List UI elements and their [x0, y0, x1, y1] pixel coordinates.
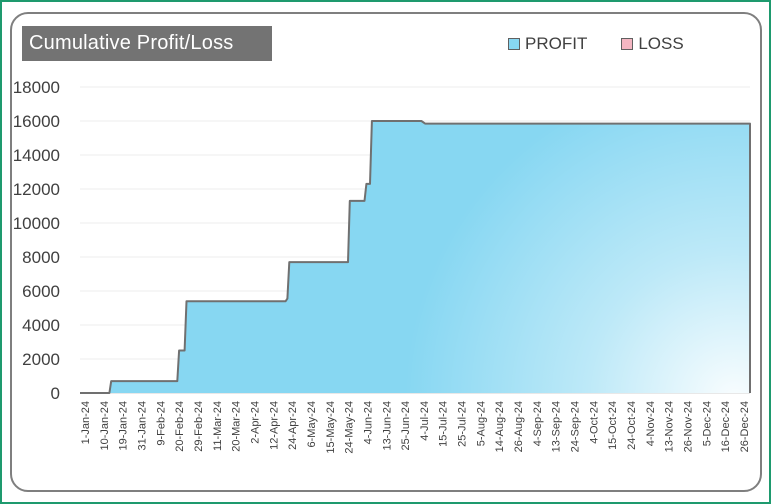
profit-area-gradient — [80, 121, 750, 393]
x-tick-label: 13-Jun-24 — [381, 401, 393, 451]
x-tick-label: 29-Feb-24 — [193, 401, 205, 452]
x-tick-label: 12-Apr-24 — [268, 401, 280, 450]
x-axis-ticks: 1-Jan-24 10-Jan-24 19-Jan-24 31-Jan-24 9-Feb… — [80, 392, 751, 454]
y-tick-label: 14000 — [13, 146, 60, 165]
x-tick-label: 24-May-24 — [344, 401, 356, 454]
x-tick-label: 26-Aug-24 — [513, 401, 525, 452]
x-tick-label: 10-Jan-24 — [99, 401, 111, 451]
x-tick-label: 2-Apr-24 — [249, 401, 261, 444]
x-tick-label: 15-May-24 — [325, 401, 337, 454]
x-tick-label: 20-Mar-24 — [231, 401, 243, 452]
x-tick-label: 25-Jun-24 — [400, 401, 412, 451]
y-tick-label: 2000 — [22, 350, 60, 369]
legend-swatch-loss — [621, 38, 634, 50]
x-tick-label: 5-Aug-24 — [475, 401, 487, 446]
chart-title: Cumulative Profit/Loss — [22, 26, 272, 61]
y-axis-ticks: 0 2000 4000 6000 8000 10000 12000 14000 16000 180… — [13, 78, 60, 403]
x-tick-label: 11-Mar-24 — [212, 401, 224, 451]
x-tick-label: 15-Jul-24 — [438, 401, 450, 447]
x-tick-label: 4-Jul-24 — [419, 401, 431, 441]
legend-label-profit: PROFIT — [525, 34, 588, 53]
y-tick-label: 18000 — [13, 78, 60, 97]
y-tick-label: 10000 — [13, 214, 60, 233]
chart-legend: PROFIT LOSS — [508, 34, 718, 54]
x-tick-label: 24-Sep-24 — [570, 401, 582, 452]
x-tick-label: 26-Dec-24 — [739, 401, 751, 452]
x-tick-label: 15-Oct-24 — [607, 401, 619, 450]
x-tick-label: 13-Nov-24 — [664, 401, 676, 452]
y-tick-label: 4000 — [22, 316, 60, 335]
x-tick-label: 4-Nov-24 — [645, 401, 657, 446]
x-tick-label: 24-Oct-24 — [626, 401, 638, 450]
x-tick-label: 25-Jul-24 — [457, 401, 469, 447]
y-tick-label: 16000 — [13, 112, 60, 131]
legend-swatch-profit — [508, 38, 520, 50]
x-tick-label: 26-Nov-24 — [683, 401, 695, 452]
x-tick-label: 19-Jan-24 — [118, 401, 130, 451]
x-tick-label: 31-Jan-24 — [136, 401, 148, 451]
x-tick-label: 4-Oct-24 — [588, 401, 600, 444]
x-tick-label: 24-Apr-24 — [287, 401, 299, 450]
y-tick-label: 6000 — [22, 282, 60, 301]
legend-item-loss: LOSS — [621, 34, 684, 54]
series-layer — [80, 120, 751, 394]
x-tick-label: 6-May-24 — [306, 401, 318, 447]
x-tick-label: 13-Sep-24 — [551, 401, 563, 452]
x-tick-label: 5-Dec-24 — [701, 401, 713, 446]
y-tick-label: 8000 — [22, 248, 60, 267]
x-tick-label: 14-Aug-24 — [494, 401, 506, 452]
y-tick-label: 0 — [51, 384, 60, 403]
x-tick-label: 9-Feb-24 — [155, 401, 167, 446]
legend-item-profit: PROFIT — [508, 34, 587, 54]
x-tick-label: 4-Sep-24 — [532, 401, 544, 446]
x-tick-label: 20-Feb-24 — [174, 401, 186, 452]
x-tick-label: 16-Dec-24 — [720, 401, 732, 452]
profit-line — [80, 120, 751, 394]
y-tick-label: 12000 — [13, 180, 60, 199]
legend-label-loss: LOSS — [638, 34, 684, 53]
x-tick-label: 1-Jan-24 — [80, 401, 92, 444]
x-tick-label: 4-Jun-24 — [362, 401, 374, 444]
